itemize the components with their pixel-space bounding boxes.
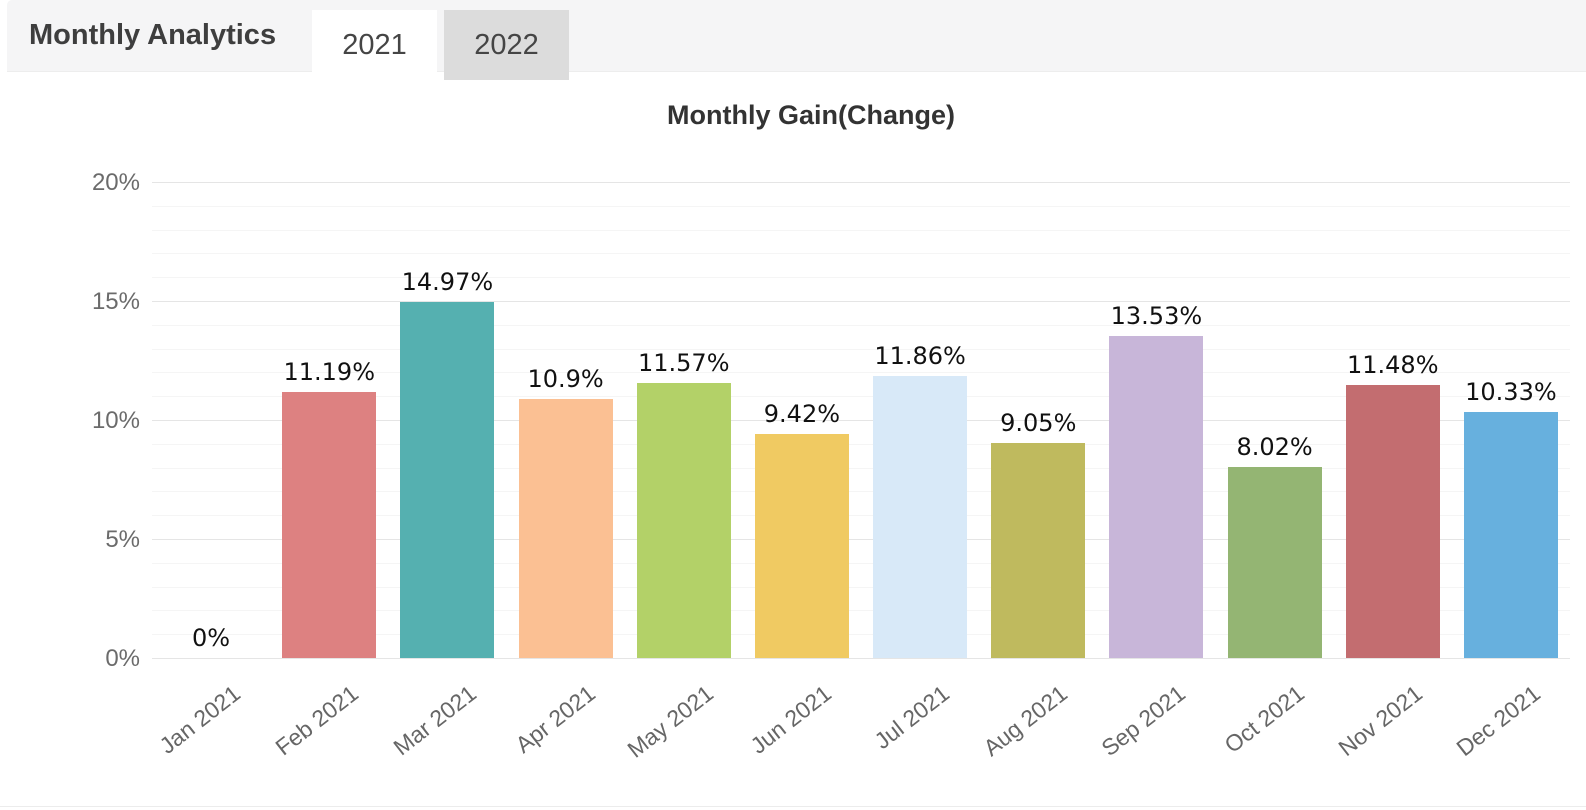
bar-oct-2021[interactable] — [1227, 467, 1322, 658]
gridline-minor — [152, 610, 1570, 612]
x-axis-label-oct-2021: Oct 2021 — [1219, 680, 1309, 758]
bar-value-label-oct-2021: 8.02% — [1236, 433, 1313, 461]
gridline-major — [152, 420, 1570, 421]
bottom-divider — [0, 806, 1586, 807]
tab-2022[interactable]: 2022 — [444, 10, 569, 80]
gridline-minor — [152, 324, 1570, 326]
chart-title: Monthly Gain(Change) — [667, 100, 955, 130]
bar-value-label-may-2021: 11.57% — [637, 349, 730, 377]
gridline-minor — [152, 348, 1570, 350]
bar-value-label-mar-2021: 14.97% — [401, 268, 494, 296]
gridline-minor — [152, 396, 1570, 398]
bar-dec-2021[interactable] — [1463, 412, 1558, 658]
bar-nov-2021[interactable] — [1345, 385, 1440, 658]
year-tabs: 2021 2022 — [312, 10, 569, 80]
x-axis-label-may-2021: May 2021 — [622, 680, 718, 763]
bar-value-label-nov-2021: 11.48% — [1346, 351, 1439, 379]
x-axis-label-jul-2021: Jul 2021 — [869, 680, 955, 755]
page-title: Monthly Analytics — [29, 19, 277, 51]
gridline-minor — [152, 372, 1570, 374]
bar-value-label-feb-2021: 11.19% — [283, 358, 375, 386]
gridline-minor — [152, 562, 1570, 564]
bar-value-label-jan-2021: 0% — [192, 624, 231, 652]
x-axis-label-jan-2021: Jan 2021 — [154, 680, 246, 759]
y-axis-tick-label: 5% — [105, 526, 140, 553]
x-axis-label-feb-2021: Feb 2021 — [270, 680, 364, 761]
bar-aug-2021[interactable] — [991, 443, 1086, 658]
gridline-minor — [152, 205, 1570, 207]
y-axis-tick-label: 10% — [91, 407, 140, 434]
y-axis-tick-label: 0% — [105, 645, 140, 672]
gridline-minor — [152, 634, 1570, 636]
gridline-major — [152, 658, 1570, 659]
x-axis-label-nov-2021: Nov 2021 — [1333, 680, 1427, 762]
x-axis-label-sep-2021: Sep 2021 — [1096, 680, 1191, 762]
bar-jun-2021[interactable] — [754, 434, 849, 658]
bar-value-label-jul-2021: 11.86% — [874, 342, 966, 370]
gridline-major — [152, 539, 1570, 540]
gridline-minor — [152, 515, 1570, 517]
y-axis-tick-label: 20% — [91, 169, 140, 196]
bar-jul-2021[interactable] — [873, 376, 968, 658]
gridline-minor — [152, 253, 1570, 255]
x-axis-label-dec-2021: Dec 2021 — [1451, 680, 1545, 762]
bar-value-label-aug-2021: 9.05% — [1000, 409, 1077, 437]
gridline-minor — [152, 586, 1570, 588]
header-bar: Monthly Analytics 2021 2022 — [7, 0, 1586, 80]
bar-value-label-sep-2021: 13.53% — [1110, 302, 1203, 330]
y-axis-tick-label: 15% — [91, 288, 140, 315]
gridline-minor — [152, 277, 1570, 279]
gridline-minor — [152, 467, 1570, 469]
bar-feb-2021[interactable] — [282, 392, 377, 658]
bar-apr-2021[interactable] — [518, 399, 613, 658]
bar-may-2021[interactable] — [636, 383, 731, 658]
bar-value-label-jun-2021: 9.42% — [763, 400, 841, 428]
x-axis-label-mar-2021: Mar 2021 — [388, 680, 482, 761]
gridline-minor — [152, 491, 1570, 493]
bar-value-label-dec-2021: 10.33% — [1465, 378, 1557, 406]
gridline-major — [152, 301, 1570, 302]
bar-sep-2021[interactable] — [1109, 336, 1204, 658]
gridline-minor — [152, 443, 1570, 445]
gridline-major — [152, 182, 1570, 183]
x-axis-label-aug-2021: Aug 2021 — [978, 680, 1073, 762]
bar-mar-2021[interactable] — [400, 302, 495, 658]
x-axis-label-jun-2021: Jun 2021 — [745, 680, 836, 759]
x-axis-label-apr-2021: Apr 2021 — [510, 680, 600, 758]
gridline-minor — [152, 229, 1570, 231]
bar-value-label-apr-2021: 10.9% — [527, 365, 604, 393]
tab-2021[interactable]: 2021 — [312, 10, 437, 80]
